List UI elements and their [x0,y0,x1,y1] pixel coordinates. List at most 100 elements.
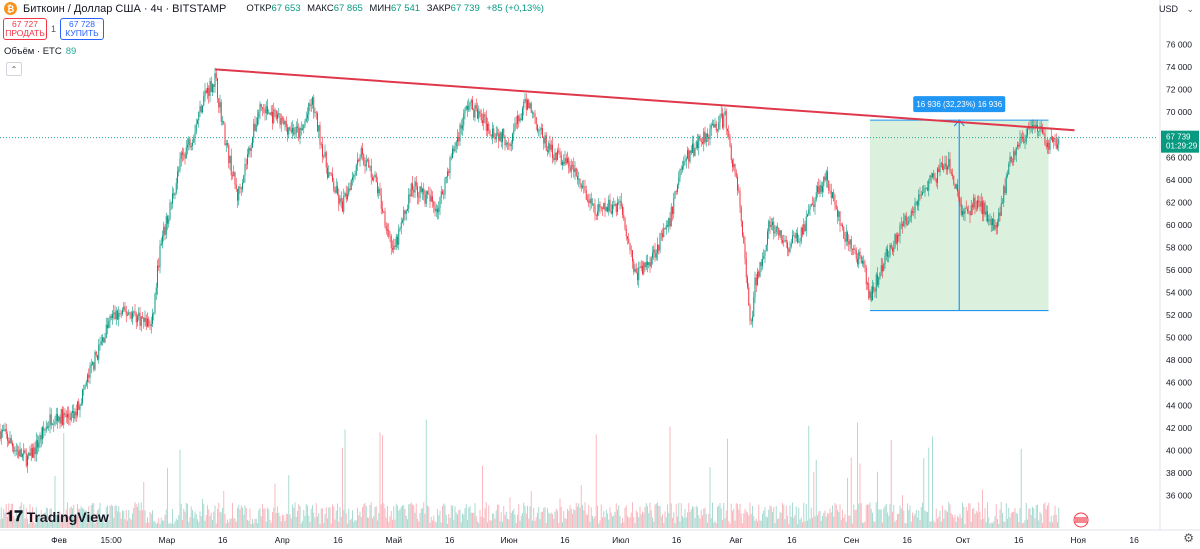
candle-body [678,177,680,185]
candle-body [647,261,648,266]
volume-bar [14,518,16,528]
candle-body [888,255,890,257]
volume-bar [54,475,56,528]
volume-bar [879,509,881,528]
volume-bar [544,506,546,528]
volume-bar [830,512,832,528]
volume-bar [618,505,620,528]
volume-bar [302,521,303,528]
volume-bar [682,516,683,528]
candle-body [448,171,450,174]
volume-bar [110,504,112,528]
volume-bar [447,523,448,528]
volume-bar [109,506,111,528]
volume-bar [494,518,496,528]
volume-bar [107,505,108,528]
volume-bar [937,518,938,528]
volume-bar [897,514,898,528]
candle-body [945,163,947,170]
sell-button[interactable]: 67 727 ПРОДАТЬ [3,18,47,40]
volume-bar [324,514,326,528]
candle-body [807,214,808,217]
volume-bar [537,512,538,528]
volume-bar [47,508,48,528]
symbol-title[interactable]: Биткоин / Доллар США · 4ч · BITSTAMP [23,2,227,15]
candle-body [538,130,540,132]
currency-label[interactable]: USD [1158,4,1178,14]
volume-bar [465,504,467,528]
candle-body [32,448,33,458]
collapse-chevron-icon[interactable]: ⌃ [6,62,22,76]
buy-button[interactable]: 67 728 КУПИТЬ [60,18,105,40]
candle-body [154,294,156,313]
candle-body [305,118,307,122]
volume-bar [217,509,218,528]
volume-bar [29,504,31,528]
volume-bar [529,506,531,528]
volume-bar [843,517,845,528]
chevron-down-icon[interactable]: ⌄ [1186,4,1194,14]
volume-bar [777,518,778,528]
candle-body [15,449,17,451]
candle-body [658,244,660,251]
candle-body [200,106,202,113]
volume-bar [837,509,838,528]
y-tick-label: 50 000 [1166,333,1192,343]
volume-bar [872,512,873,528]
candle-body [210,81,212,93]
candle-body [213,84,215,87]
volume-bar [150,513,152,528]
candle-body [94,352,96,370]
volume-bar [589,521,591,528]
volume-bar [478,522,480,528]
candle-body [315,112,317,114]
volume-bar [0,519,1,528]
candle-body [773,221,775,234]
candle-body [282,118,283,119]
events-flag-stripe [1075,517,1087,523]
volume-bar [197,519,198,528]
candle-body [104,337,106,343]
candle-body [29,452,31,456]
gear-icon[interactable]: ⚙ [1183,531,1194,545]
volume-bar [1032,506,1033,528]
candle-body [415,181,417,187]
volume-bar [250,523,252,528]
candle-body [625,228,627,237]
volume-bar [164,514,166,528]
candle-body [743,235,745,244]
x-tick-label: Авг [729,535,742,545]
candle-body [194,132,196,138]
volume-bar [1008,507,1010,528]
candle-body [254,123,256,131]
volume-legend[interactable]: Объём · ETC 89 [4,46,77,57]
candle-body [942,163,943,170]
candle-body [137,316,138,323]
volume-bar [185,503,187,528]
candle-body [44,429,46,431]
volume-bar [433,515,435,528]
volume-bar [184,511,186,528]
candle-body [232,175,233,177]
volume-bar [553,518,555,528]
volume-bar [517,514,518,528]
candle-body [332,173,333,182]
volume-bar [948,502,950,528]
volume-bar [998,523,1000,528]
volume-bar [263,508,265,528]
candle-body [363,154,365,165]
candle-body [480,113,482,121]
candle-body [600,207,602,209]
volume-bar [112,505,113,528]
candle-body [394,245,396,247]
volume-bar [224,514,226,528]
volume-bar [854,509,856,528]
candle-body [489,130,491,135]
candle-body [432,196,433,202]
volume-bar [1024,520,1026,528]
candle-body [60,409,62,424]
candle-body [14,450,16,452]
volume-bar [685,517,687,528]
volume-bar [677,516,678,528]
